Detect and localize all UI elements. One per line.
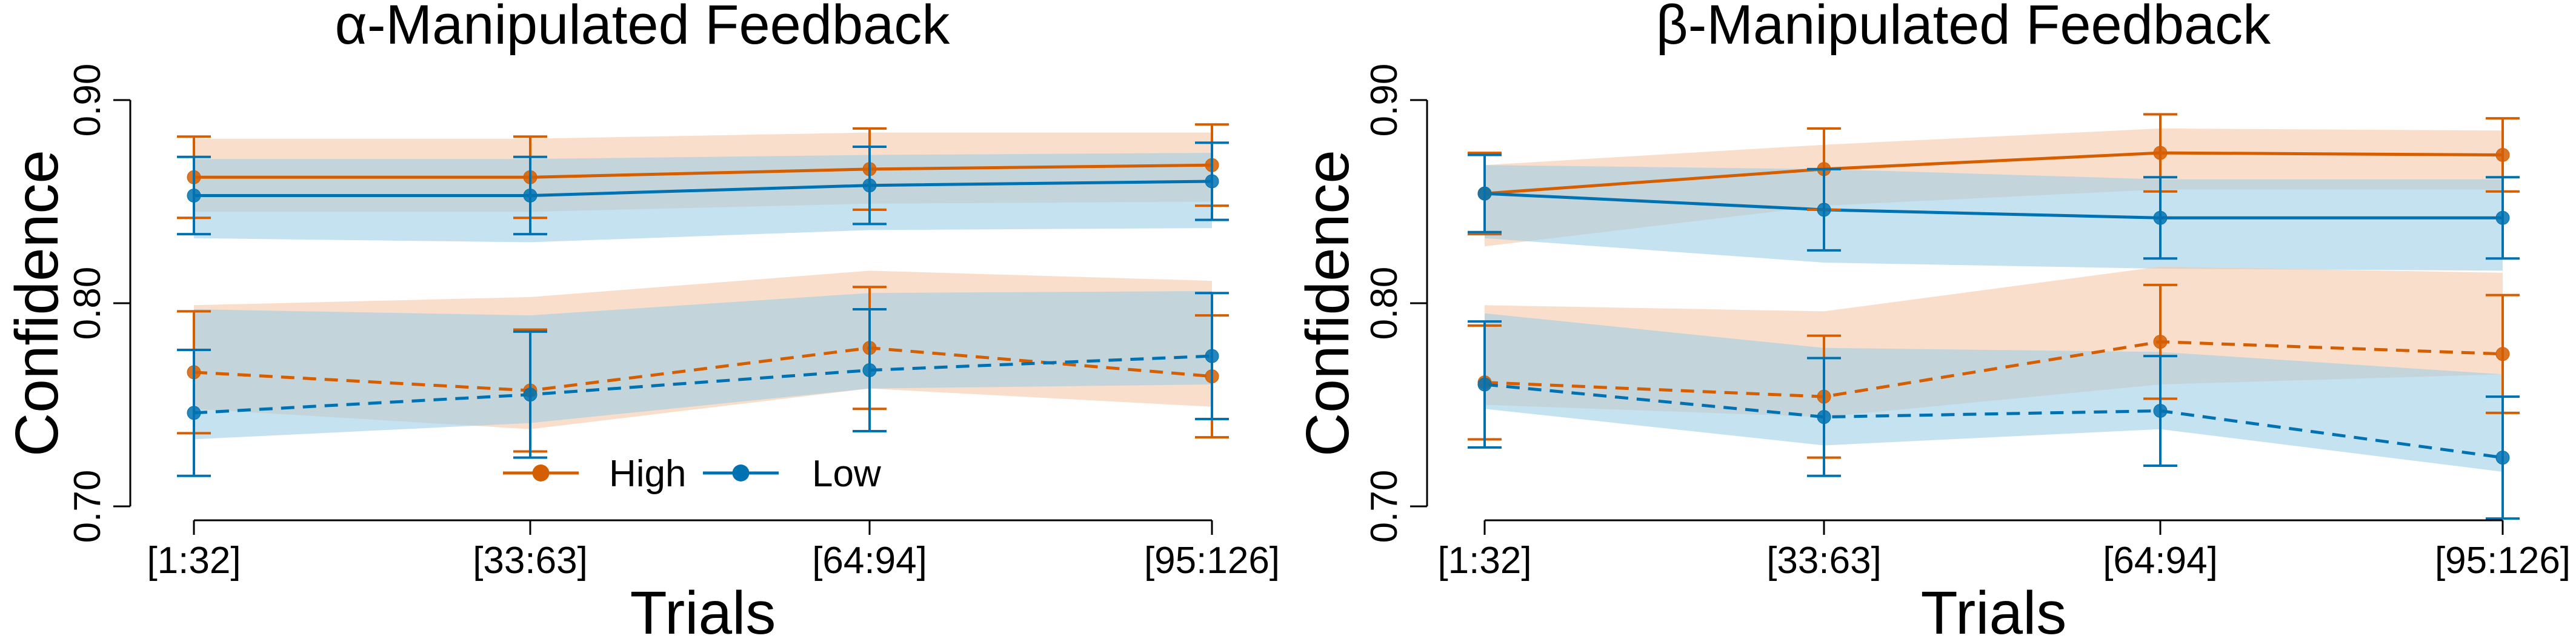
legend-marker: [532, 465, 550, 481]
data-point: [862, 178, 877, 193]
data-point: [2153, 146, 2168, 160]
y-tick-label: 0.80: [1363, 267, 1405, 340]
x-axis-title: Trials: [1921, 579, 2067, 644]
data-point: [1477, 377, 1492, 392]
x-axis-title: Trials: [630, 579, 776, 644]
legend: High Low: [503, 453, 881, 495]
data-point: [1205, 174, 1219, 189]
series-line: [194, 163, 1213, 179]
data-point: [2495, 451, 2510, 465]
x-tick-label: [64:94]: [812, 540, 927, 582]
y-tick-label: 0.70: [1363, 470, 1405, 543]
series-line: [193, 354, 1213, 415]
panel-title: β-Manipulated Feedback: [1656, 0, 2271, 56]
data-point: [523, 188, 537, 203]
data-point: [2153, 404, 2168, 418]
x-tick-label: [1:32]: [147, 540, 241, 582]
confidence-band: [1485, 313, 2503, 472]
panel-title: α-Manipulated Feedback: [335, 0, 951, 56]
y-tick-label: 0.90: [67, 64, 108, 137]
legend-marker: [732, 465, 750, 481]
alpha-panel: α-Manipulated Feedback 0.70 0.80 0.90 Confid…: [3, 0, 1280, 644]
series-line: [1484, 151, 2503, 195]
data-point: [1817, 410, 1831, 424]
x-tick-label: [95:126]: [2435, 540, 2571, 582]
data-point: [2495, 347, 2510, 361]
series-line: [1484, 383, 2503, 460]
x-tick-label: [33:63]: [473, 540, 588, 582]
series-line: [1484, 192, 2503, 220]
data-point: [1477, 186, 1492, 201]
confidence-band: [1485, 165, 2503, 271]
data-point: [2495, 210, 2510, 225]
data-point: [862, 363, 877, 378]
x-tick-label: [64:94]: [2103, 540, 2218, 582]
legend-label: Low: [812, 453, 881, 495]
data-point: [187, 406, 201, 420]
x-tick-label: [33:63]: [1766, 540, 1882, 582]
series-line: [1484, 340, 2503, 398]
y-tick-label: 0.80: [67, 267, 108, 340]
data-point: [187, 188, 201, 203]
x-tick-label: [1:32]: [1437, 540, 1531, 582]
data-point: [2153, 335, 2168, 349]
legend-label: High: [609, 453, 687, 495]
data-point: [2495, 147, 2510, 162]
confidence-band: [194, 153, 1212, 243]
data-point: [1205, 349, 1219, 363]
data-point: [523, 387, 537, 402]
y-axis-title: Confidence: [1294, 150, 1362, 457]
y-axis-title: Confidence: [3, 150, 71, 457]
confidence-band: [194, 290, 1212, 440]
x-tick-label: [95:126]: [1144, 540, 1280, 582]
series-line: [193, 346, 1213, 392]
data-point: [2153, 210, 2168, 225]
beta-panel: β-Manipulated Feedback 0.70 0.80 0.90Confid…: [1294, 0, 2571, 644]
series-line: [194, 179, 1213, 197]
data-point: [1817, 203, 1831, 217]
y-tick-label: 0.70: [67, 470, 108, 543]
y-tick-label: 0.90: [1363, 64, 1405, 137]
